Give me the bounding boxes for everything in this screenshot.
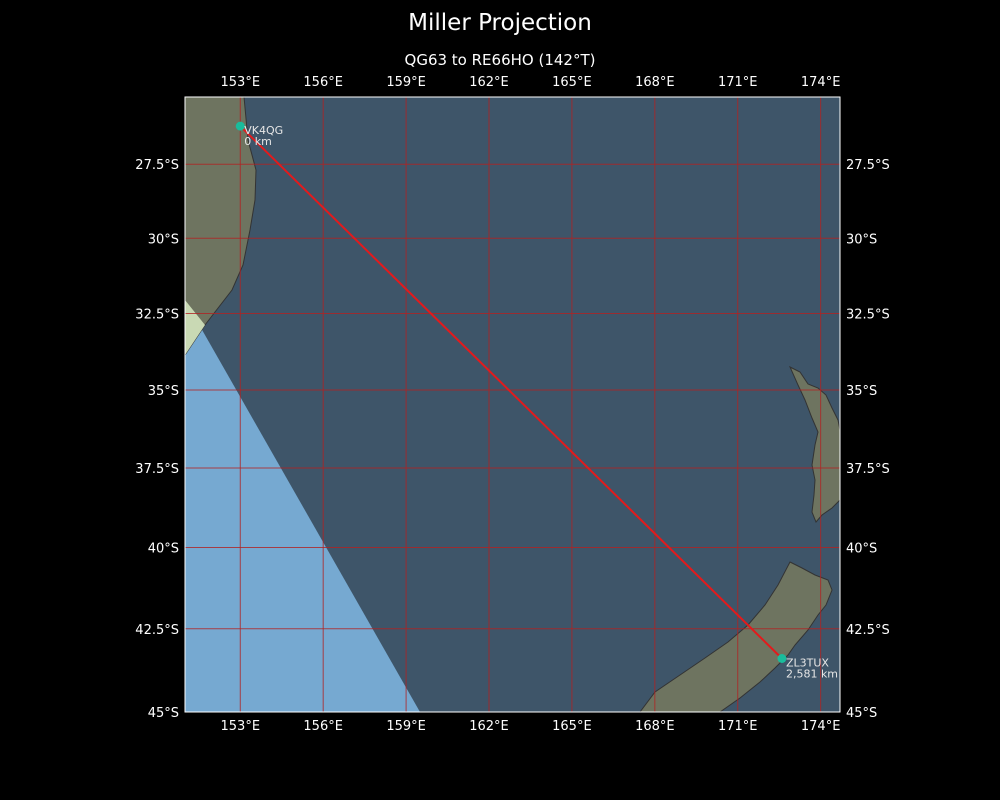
map-title: Miller Projection — [408, 10, 592, 36]
lat-tick-label-left: 37.5°S — [135, 462, 179, 477]
lat-tick-label-right: 42.5°S — [846, 623, 890, 638]
lat-tick-label-left: 45°S — [148, 706, 179, 721]
light-ocean-region — [185, 300, 420, 712]
lat-tick-label-right: 45°S — [846, 706, 877, 721]
lat-tick-label-right: 32.5°S — [846, 307, 890, 322]
lat-tick-label-right: 27.5°S — [846, 158, 890, 173]
lon-tick-label-top: 165°E — [552, 75, 592, 90]
lon-tick-label-bottom: 171°E — [718, 719, 758, 734]
lat-tick-label-right: 37.5°S — [846, 462, 890, 477]
lon-tick-label-bottom: 156°E — [303, 719, 343, 734]
lon-tick-label-top: 162°E — [469, 75, 509, 90]
lat-tick-label-left: 32.5°S — [135, 307, 179, 322]
lon-tick-label-top: 159°E — [386, 75, 426, 90]
lon-tick-label-bottom: 165°E — [552, 719, 592, 734]
map-subtitle: QG63 to RE66HO (142°T) — [404, 51, 596, 69]
station-distance: 0 km — [244, 135, 272, 148]
graticule — [185, 97, 840, 712]
lon-tick-label-bottom: 159°E — [386, 719, 426, 734]
station-markers — [235, 121, 787, 664]
great-circle-path — [239, 125, 783, 660]
lat-tick-label-left: 27.5°S — [135, 158, 179, 173]
lon-tick-label-bottom: 162°E — [469, 719, 509, 734]
lat-tick-label-right: 40°S — [846, 541, 877, 556]
station-marker[interactable] — [777, 654, 787, 664]
lat-tick-label-left: 40°S — [148, 541, 179, 556]
land-new-zealand-north-island — [788, 365, 840, 523]
lon-tick-label-bottom: 174°E — [801, 719, 841, 734]
lat-tick-label-left: 35°S — [148, 384, 179, 399]
station-callsign: ZL3TUX — [786, 657, 829, 670]
lon-tick-label-top: 171°E — [718, 75, 758, 90]
lat-tick-label-right: 30°S — [846, 232, 877, 247]
lat-tick-label-right: 35°S — [846, 384, 877, 399]
lon-tick-label-top: 174°E — [801, 75, 841, 90]
lon-tick-label-top: 156°E — [303, 75, 343, 90]
lon-tick-label-bottom: 168°E — [635, 719, 675, 734]
lon-tick-label-top: 168°E — [635, 75, 675, 90]
land-new-zealand-south-island — [639, 561, 833, 712]
lat-tick-label-left: 42.5°S — [135, 623, 179, 638]
lon-tick-label-bottom: 153°E — [221, 719, 261, 734]
lat-tick-label-left: 30°S — [148, 232, 179, 247]
station-distance: 2,581 km — [786, 668, 838, 681]
station-marker[interactable] — [235, 121, 245, 131]
lon-tick-label-top: 153°E — [221, 75, 261, 90]
axis-tick-labels: 153°E 153°E 156°E 156°E 159°E 159°E 162°E 162°E… — [135, 75, 889, 734]
plot-frame — [184, 96, 841, 713]
station-callsign: VK4QG — [244, 124, 283, 137]
